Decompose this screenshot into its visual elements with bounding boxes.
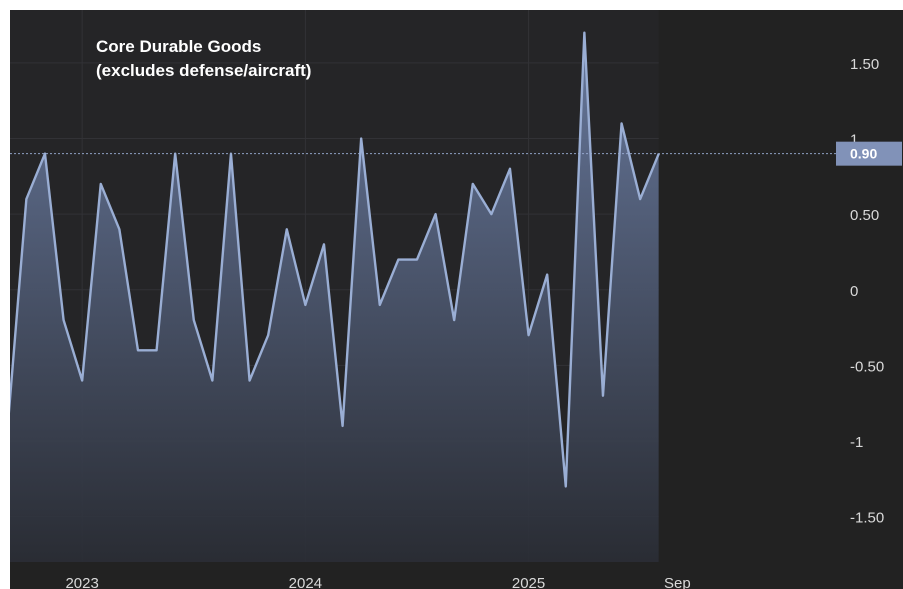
y-tick-label: -0.50	[850, 358, 884, 375]
x-tick-label: 2024	[289, 575, 322, 589]
y-tick-label: 0	[850, 283, 858, 300]
chart-title: Core Durable Goods	[96, 37, 261, 56]
chart-svg: 1.50 1 0.50 0 -0.50 -1 -1.50 2023 2024 2025 Sep C…	[10, 10, 902, 589]
y-tick-label: -1	[850, 434, 863, 451]
series-line	[10, 31, 660, 488]
last-value-badge: 0.90	[836, 141, 902, 166]
chart: 1.50 1 0.50 0 -0.50 -1 -1.50 2023 2024 2025 Sep C…	[10, 10, 903, 589]
series-area	[10, 32, 659, 562]
y-tick-label: 1.50	[850, 56, 879, 73]
y-tick-label: 1	[850, 132, 858, 149]
plot-series	[10, 10, 836, 562]
x-tick-label: 2025	[512, 575, 545, 589]
x-axis: 2023 2024 2025 Sep	[65, 575, 690, 589]
y-tick-label: 0.50	[850, 207, 879, 224]
y-axis: 1.50 1 0.50 0 -0.50 -1 -1.50	[850, 56, 884, 527]
y-tick-label: -1.50	[850, 510, 884, 527]
chart-subtitle: (excludes defense/aircraft)	[96, 61, 311, 80]
last-value-badge-bg	[836, 141, 902, 166]
future-region	[658, 10, 836, 562]
last-value-label: 0.90	[850, 146, 877, 162]
x-tick-label: 2023	[65, 575, 98, 589]
x-tick-label: Sep	[664, 575, 691, 589]
